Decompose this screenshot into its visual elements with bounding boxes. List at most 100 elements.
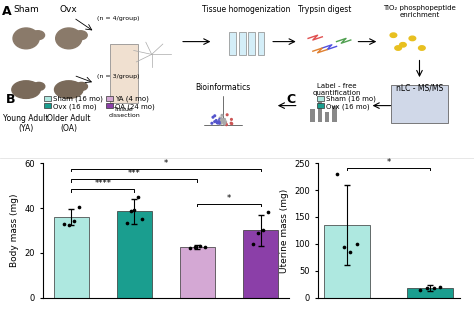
Point (216, 121, 224, 126)
FancyBboxPatch shape (391, 85, 448, 123)
Text: Ovx: Ovx (60, 5, 78, 14)
Point (65, 222, 73, 227)
Text: ****: **** (94, 179, 111, 188)
Point (346, 249, 354, 254)
Text: B: B (6, 93, 15, 106)
Point (218, 113, 226, 118)
Point (216, 116, 224, 121)
Circle shape (419, 46, 425, 50)
Text: *: * (387, 158, 391, 167)
Point (228, 121, 236, 126)
Point (211, 119, 219, 124)
Circle shape (390, 33, 397, 37)
Point (216, 117, 223, 122)
Text: Trypsin digest: Trypsin digest (298, 5, 351, 14)
Bar (180, 247, 215, 298)
Text: Bioinformatics: Bioinformatics (195, 83, 250, 92)
Point (201, 244, 209, 250)
Point (191, 244, 199, 250)
Text: Young Adult
(YA): Young Adult (YA) (3, 114, 49, 133)
Text: Tissue homogenization: Tissue homogenization (202, 5, 291, 14)
Point (340, 244, 347, 249)
Point (138, 217, 146, 222)
Text: Tissue
dissection: Tissue dissection (109, 107, 140, 118)
Ellipse shape (13, 28, 39, 49)
Point (228, 121, 235, 126)
Y-axis label: Body mass (mg): Body mass (mg) (10, 194, 19, 267)
Bar (325, 112, 329, 122)
Circle shape (395, 46, 401, 50)
Point (218, 118, 225, 123)
Point (217, 117, 225, 122)
FancyBboxPatch shape (239, 32, 246, 55)
Text: (n = 3/group): (n = 3/group) (97, 74, 140, 79)
FancyBboxPatch shape (229, 32, 236, 55)
Point (123, 220, 130, 225)
Point (437, 284, 444, 289)
FancyBboxPatch shape (248, 32, 255, 55)
Point (223, 112, 231, 117)
Ellipse shape (33, 82, 45, 90)
FancyBboxPatch shape (110, 44, 138, 103)
Text: (n = 4/group): (n = 4/group) (97, 16, 140, 21)
FancyBboxPatch shape (258, 32, 264, 55)
Point (221, 121, 229, 126)
Legend: Sham (16 mo), Ovx (16 mo), YA (4 mo), OA (24 mo): Sham (16 mo), Ovx (16 mo), YA (4 mo), OA… (41, 93, 158, 113)
Ellipse shape (74, 31, 87, 40)
Text: Older Adult
(OA): Older Adult (OA) (47, 114, 91, 133)
Point (264, 210, 272, 215)
Ellipse shape (55, 81, 83, 99)
Text: *: * (164, 159, 168, 168)
Bar (54, 217, 89, 298)
Circle shape (400, 43, 406, 47)
Point (254, 230, 262, 235)
Bar (332, 106, 337, 122)
Point (127, 209, 134, 214)
Bar (318, 102, 322, 122)
Point (75, 204, 82, 209)
Point (216, 118, 223, 124)
Legend: Sham (16 mo), Ovx (16 mo): Sham (16 mo), Ovx (16 mo) (314, 93, 378, 113)
Text: *: * (227, 194, 231, 203)
Point (223, 122, 230, 127)
Bar (408, 288, 453, 298)
Bar (243, 230, 278, 298)
Point (423, 286, 431, 291)
Point (212, 118, 220, 123)
Point (214, 121, 221, 126)
Circle shape (409, 36, 416, 41)
Point (222, 121, 230, 126)
Point (219, 117, 227, 123)
Point (417, 287, 424, 292)
Point (353, 241, 361, 246)
Ellipse shape (55, 28, 82, 49)
Text: Sham: Sham (13, 5, 39, 14)
Point (70, 219, 78, 224)
Point (130, 208, 138, 213)
Point (430, 285, 438, 291)
Bar (324, 225, 370, 298)
Point (228, 117, 235, 122)
Text: Label - free
quantification: Label - free quantification (312, 83, 361, 96)
Point (213, 120, 221, 125)
Text: nLC - MS/MS: nLC - MS/MS (396, 83, 443, 92)
Point (134, 194, 142, 199)
Point (219, 119, 227, 124)
Point (196, 244, 204, 249)
Point (186, 246, 194, 251)
Y-axis label: Uterine mass (mg): Uterine mass (mg) (280, 188, 289, 273)
Point (209, 115, 217, 120)
Text: C: C (286, 93, 295, 106)
Point (259, 228, 267, 233)
Point (218, 116, 225, 121)
Point (60, 221, 67, 226)
Ellipse shape (31, 31, 45, 40)
Text: A: A (2, 5, 12, 18)
Ellipse shape (12, 81, 40, 99)
Bar (310, 109, 315, 122)
Ellipse shape (76, 82, 87, 90)
Point (211, 113, 219, 118)
Bar (117, 211, 152, 298)
Point (249, 241, 257, 246)
Point (216, 118, 224, 124)
